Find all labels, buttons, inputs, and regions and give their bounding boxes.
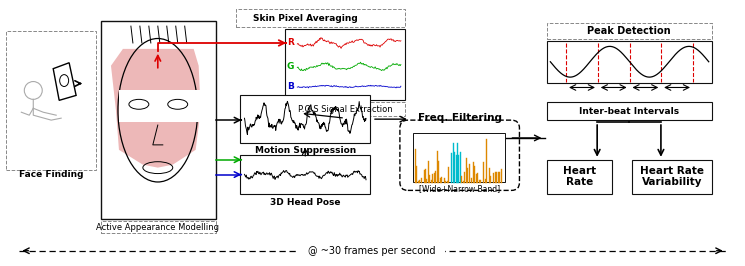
Bar [413,133,504,182]
Text: Skin Pixel Averaging: Skin Pixel Averaging [253,14,358,23]
Bar [548,23,711,39]
Bar [285,29,405,100]
Text: Freq. Filtering: Freq. Filtering [418,113,501,123]
Text: @ ~30 frames per second: @ ~30 frames per second [308,246,436,256]
Text: R: R [287,39,294,47]
Text: Active Appearance Modelling: Active Appearance Modelling [96,222,219,231]
Bar [101,21,215,219]
Bar [548,102,711,120]
Text: Heart
Rate: Heart Rate [562,166,596,187]
Bar [7,31,96,170]
Bar [235,9,405,27]
Bar [548,160,612,194]
Text: G: G [287,62,294,71]
Bar [241,95,370,143]
Text: 3D Head Pose: 3D Head Pose [270,198,340,207]
Bar [285,102,405,116]
Text: Peak Detection: Peak Detection [587,26,670,36]
Bar [101,221,215,233]
Text: B: B [287,82,294,91]
Text: Face Finding: Face Finding [19,170,83,179]
Bar [548,41,711,82]
Text: P.O.S Signal Extraction: P.O.S Signal Extraction [298,105,393,114]
Text: Inter-beat Intervals: Inter-beat Intervals [579,107,679,116]
Text: Motion Suppression: Motion Suppression [255,146,356,155]
Polygon shape [111,49,200,168]
Text: [Wide+Narrow Band]: [Wide+Narrow Band] [419,184,500,193]
Bar [632,160,711,194]
Text: Heart Rate
Variability: Heart Rate Variability [640,166,704,187]
Bar [119,90,200,122]
Bar [241,155,370,194]
